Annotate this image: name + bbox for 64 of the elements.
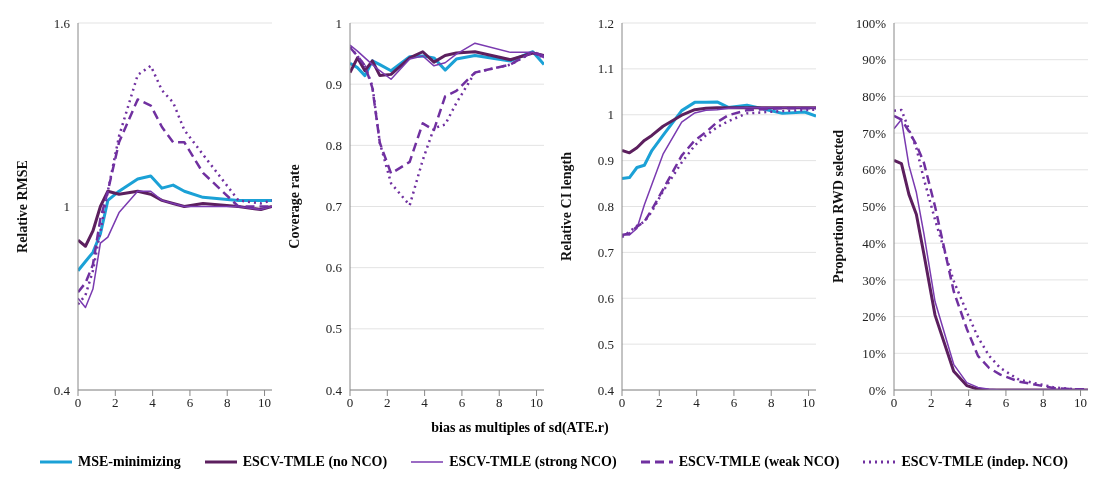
legend-label: ESCV-TMLE (weak NCO): [678, 454, 840, 470]
y-tick-label: 0.4: [597, 382, 615, 398]
legend-label: ESCV-TMLE (indep. NCO): [901, 454, 1068, 470]
y-tick-label: 0.5: [325, 321, 342, 337]
x-tick-label: 0: [618, 395, 626, 411]
x-tick-label: 0: [346, 395, 354, 411]
y-tick-label: 0.6: [597, 290, 615, 306]
x-tick-label: 2: [384, 395, 391, 411]
x-tick-label: 0: [890, 395, 898, 411]
y-axis-title: Coverage rate: [286, 164, 302, 249]
y-tick-label: 0.8: [597, 199, 614, 215]
y-tick-label: 40%: [862, 235, 887, 251]
x-axis-title: bias as multiples of sd(ATE.r): [431, 420, 609, 435]
y-axis-title: Relative CI length: [558, 151, 574, 261]
y-tick-label: 30%: [862, 272, 887, 288]
y-tick-label: 0.9: [597, 153, 614, 169]
y-tick-label: 60%: [862, 162, 887, 178]
x-tick-label: 10: [258, 395, 272, 411]
y-tick-label: 0.9: [325, 76, 342, 92]
x-tick-label: 2: [928, 395, 935, 411]
y-axis-title: Relative RMSE: [14, 160, 30, 253]
y-tick-label: 0.8: [325, 137, 342, 153]
x-tick-label: 6: [730, 395, 738, 411]
y-tick-label: 70%: [862, 125, 887, 141]
x-tick-label: 8: [1039, 395, 1047, 411]
y-tick-label: 80%: [862, 89, 887, 105]
x-tick-label: 0: [74, 395, 82, 411]
y-tick-label: 1: [335, 15, 342, 31]
y-tick-label: 1.2: [597, 15, 614, 31]
y-tick-label: 1: [607, 107, 614, 123]
x-tick-label: 8: [495, 395, 503, 411]
x-tick-label: 4: [965, 395, 973, 411]
y-tick-label: 0.6: [325, 260, 343, 276]
x-tick-label: 4: [421, 395, 429, 411]
y-tick-label: 1.6: [53, 15, 71, 31]
legend-label: ESCV-TMLE (no NCO): [242, 454, 388, 470]
y-tick-label: 0.5: [597, 336, 614, 352]
x-tick-label: 2: [112, 395, 119, 411]
y-tick-label: 1.1: [597, 61, 614, 77]
y-tick-label: 50%: [862, 199, 887, 215]
y-tick-label: 0.4: [53, 382, 71, 398]
y-tick-label: 10%: [862, 345, 887, 361]
x-tick-label: 8: [223, 395, 231, 411]
y-tick-label: 90%: [862, 52, 887, 68]
x-tick-label: 6: [186, 395, 194, 411]
y-tick-label: 0.7: [597, 244, 615, 260]
y-tick-label: 0.4: [325, 382, 343, 398]
x-tick-label: 6: [458, 395, 466, 411]
y-tick-label: 100%: [855, 15, 887, 31]
x-tick-label: 10: [1074, 395, 1088, 411]
x-tick-label: 4: [149, 395, 157, 411]
x-tick-label: 2: [656, 395, 663, 411]
x-tick-label: 8: [767, 395, 775, 411]
legend-label: ESCV-TMLE (strong NCO): [449, 454, 617, 470]
x-tick-label: 10: [530, 395, 544, 411]
x-tick-label: 10: [802, 395, 816, 411]
x-tick-label: 6: [1002, 395, 1010, 411]
legend-label: MSE-minimizing: [78, 454, 181, 470]
y-tick-label: 0.7: [325, 199, 343, 215]
x-tick-label: 4: [693, 395, 701, 411]
y-tick-label: 0%: [868, 382, 887, 398]
y-tick-label: 1: [63, 199, 70, 215]
y-tick-label: 20%: [862, 309, 887, 325]
y-axis-title: Proportion RWD selected: [830, 129, 846, 284]
